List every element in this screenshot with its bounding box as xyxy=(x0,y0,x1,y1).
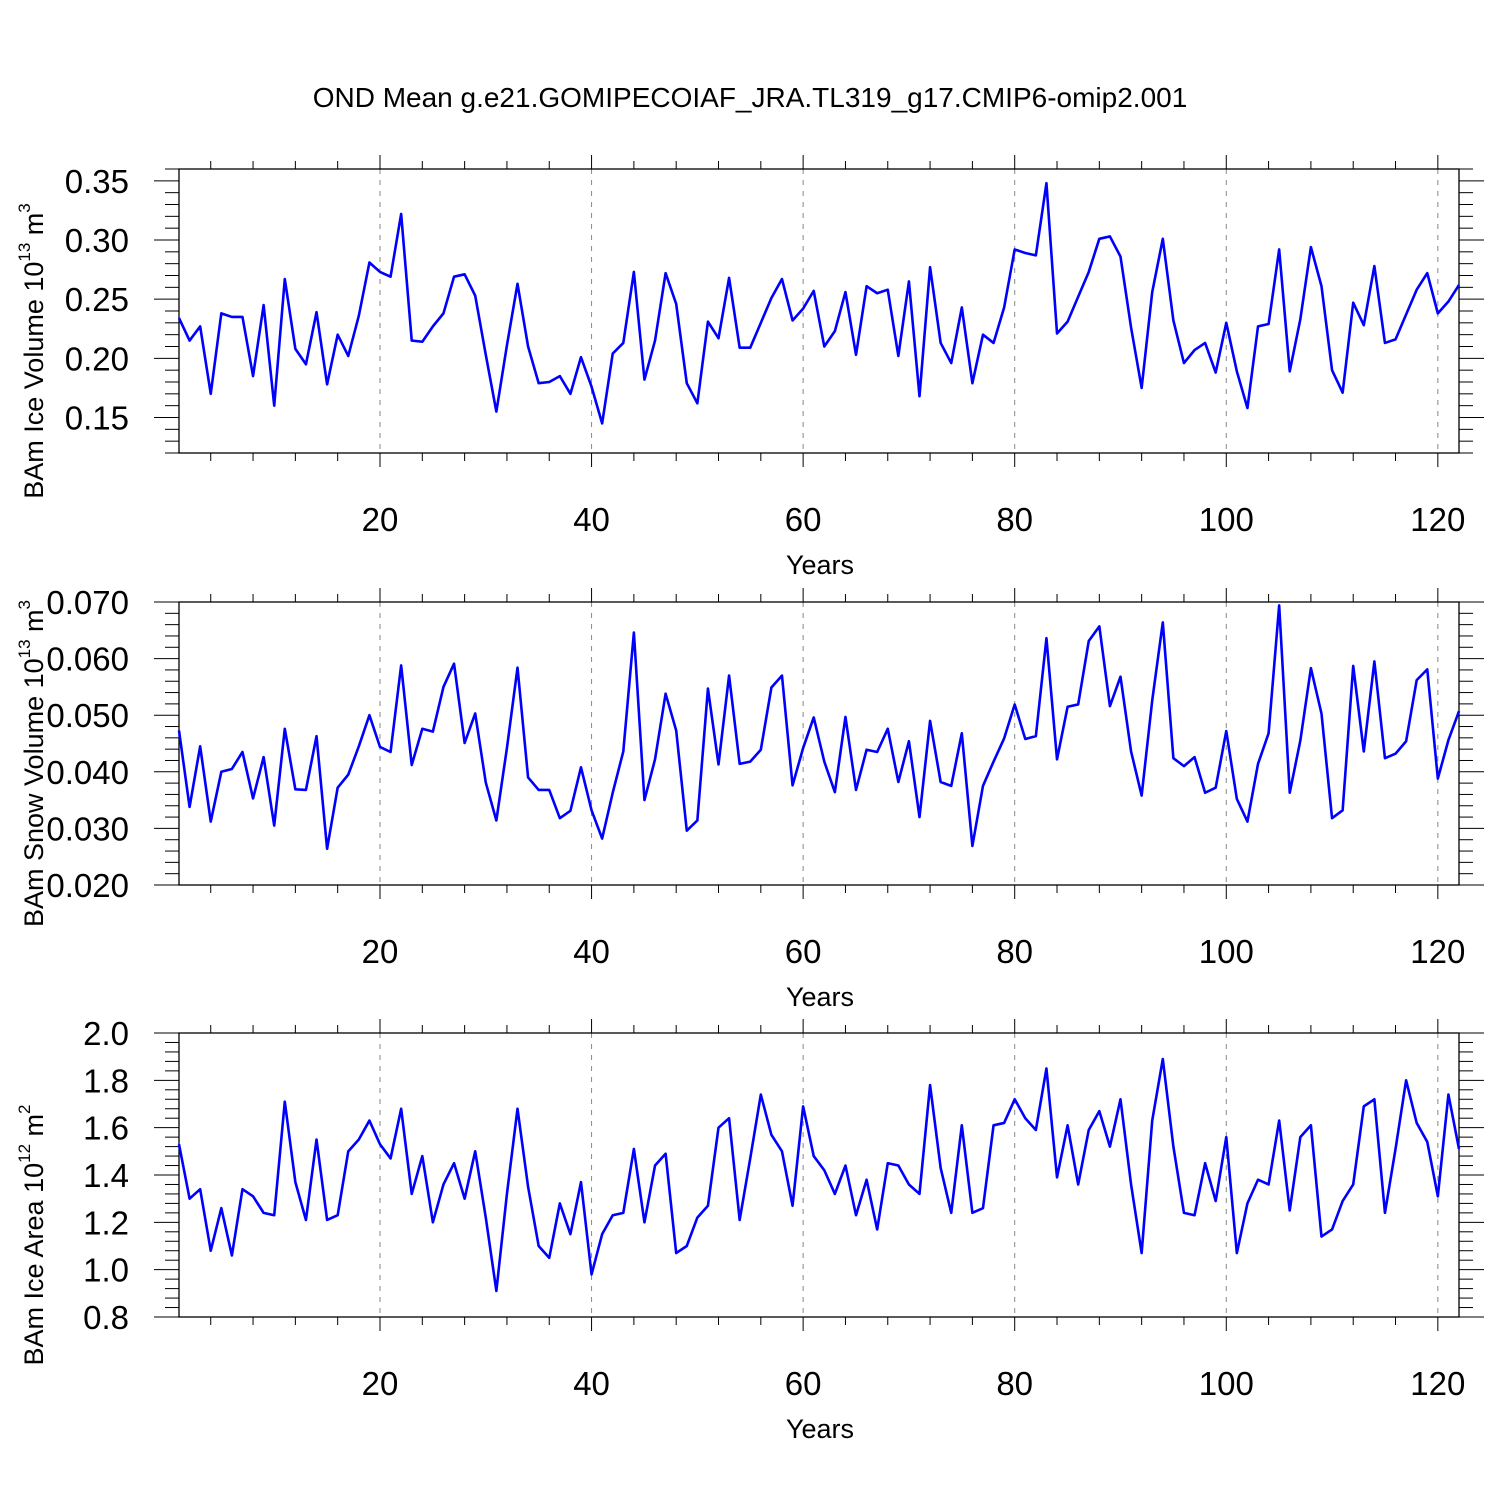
x-tick-label: 100 xyxy=(1199,501,1254,538)
x-tick-label: 120 xyxy=(1410,1365,1465,1402)
x-tick-label: 60 xyxy=(785,933,822,970)
y-tick-label: 1.2 xyxy=(83,1204,129,1241)
series-line xyxy=(177,181,1461,425)
x-tick-label: 60 xyxy=(785,501,822,538)
plot-frame xyxy=(178,1032,1460,1318)
x-tick-label: 80 xyxy=(996,933,1033,970)
x-tick-label: 40 xyxy=(573,501,610,538)
y-axis-label: BAm Ice Area 1012 m2 xyxy=(15,1105,49,1366)
x-tick-label: 20 xyxy=(362,933,399,970)
y-tick-label: 1.4 xyxy=(83,1157,129,1194)
series-line xyxy=(177,604,1461,851)
y-tick-label: 0.050 xyxy=(46,697,129,734)
y-tick-label: 0.030 xyxy=(46,810,129,847)
x-tick-label: 80 xyxy=(996,1365,1033,1402)
y-tick-label: 1.0 xyxy=(83,1252,129,1289)
chart-title: OND Mean g.e21.GOMIPECOIAF_JRA.TL319_g17… xyxy=(313,82,1188,113)
y-tick-label: 1.8 xyxy=(83,1062,129,1099)
y-tick-label: 0.30 xyxy=(65,222,129,259)
y-label-unit-exponent: 2 xyxy=(15,1105,34,1114)
x-tick-label: 40 xyxy=(573,1365,610,1402)
panels: 0.15 0.20 0.25 0.30 0.35 20 40 60 80 100 120 Years B… xyxy=(15,155,1484,1444)
series-line xyxy=(177,1057,1461,1293)
plot-frame xyxy=(178,601,1460,886)
y-tick-label: 0.020 xyxy=(46,867,129,904)
y-label-unit-exponent: 3 xyxy=(15,600,34,609)
y-tick-label: 0.070 xyxy=(46,584,129,621)
x-tick-label: 120 xyxy=(1410,501,1465,538)
y-axis-label: BAm Snow Volume 1013 m3 xyxy=(15,600,49,927)
y-label-unit-exponent: 3 xyxy=(15,203,34,212)
x-axis-label: Years xyxy=(786,550,854,580)
x-tick-label: 120 xyxy=(1410,933,1465,970)
plot-frame xyxy=(178,168,1460,454)
x-tick-label: 100 xyxy=(1199,1365,1254,1402)
y-tick-label: 1.6 xyxy=(83,1110,129,1147)
y-tick-label: 0.040 xyxy=(46,754,129,791)
x-axis-label: Years xyxy=(786,982,854,1012)
y-tick-label: 2.0 xyxy=(83,1015,129,1052)
y-tick-label: 0.8 xyxy=(83,1299,129,1336)
x-axis-label: Years xyxy=(786,1414,854,1444)
y-tick-label: 0.35 xyxy=(65,163,129,200)
y-tick-label: 0.20 xyxy=(65,340,129,377)
panel-3: 0.8 1.0 1.2 1.4 1.6 1.8 2.0 20 40 60 80 100 120 Years… xyxy=(15,1015,1484,1444)
x-tick-label: 20 xyxy=(362,501,399,538)
x-tick-label: 60 xyxy=(785,1365,822,1402)
x-tick-label: 40 xyxy=(573,933,610,970)
y-tick-label: 0.25 xyxy=(65,281,129,318)
panel-2: 0.020 0.030 0.040 0.050 0.060 0.070 20 40 60 80 10… xyxy=(15,584,1484,1012)
panel-1: 0.15 0.20 0.25 0.30 0.35 20 40 60 80 100 120 Years B… xyxy=(15,155,1484,580)
x-tick-label: 80 xyxy=(996,501,1033,538)
x-tick-label: 20 xyxy=(362,1365,399,1402)
x-tick-label: 100 xyxy=(1199,933,1254,970)
y-tick-label: 0.15 xyxy=(65,400,129,437)
y-axis-label: BAm Ice Volume 1013 m3 xyxy=(15,203,49,499)
y-tick-label: 0.060 xyxy=(46,641,129,678)
